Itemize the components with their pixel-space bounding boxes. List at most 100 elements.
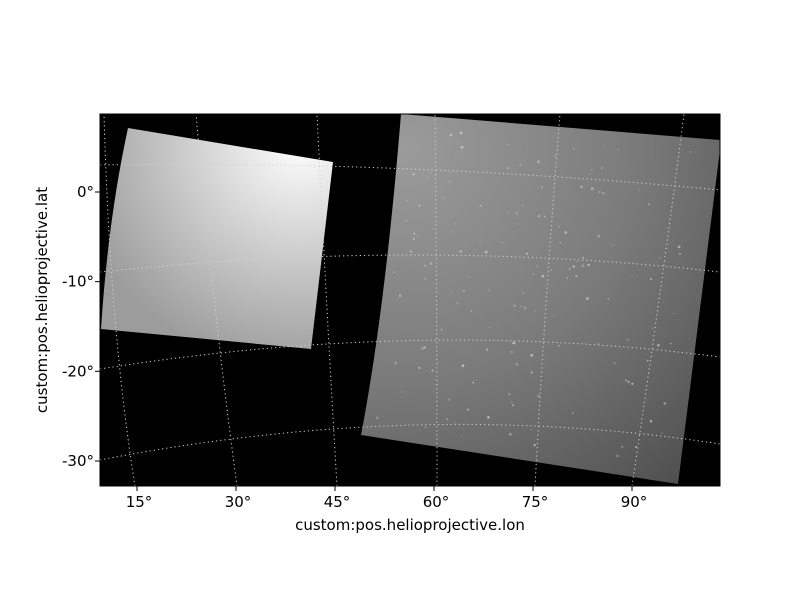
speckle [512, 341, 516, 345]
speckle [540, 186, 544, 189]
speckle [489, 326, 491, 329]
speckle [479, 240, 481, 242]
speckle [507, 143, 509, 146]
speckle [446, 418, 449, 421]
speckle [506, 166, 510, 170]
grid-line-lat-neg10 [100, 254, 720, 273]
speckle [515, 212, 518, 215]
speckle [638, 189, 640, 191]
x-axis: 15° 30° 45° 60° 75° 90° custom:pos.helioproje… [126, 486, 648, 534]
speckle [423, 346, 426, 349]
speckle [537, 160, 540, 164]
speckle [572, 412, 574, 414]
speckle [513, 304, 516, 307]
speckle [450, 290, 453, 293]
speckle [575, 275, 578, 278]
speckle [376, 416, 379, 420]
speckle [631, 275, 633, 277]
speckle [413, 232, 416, 235]
speckle [432, 227, 434, 230]
speckle [487, 416, 490, 419]
speckle [454, 422, 456, 424]
speckle [566, 277, 568, 279]
speckle [581, 264, 585, 268]
dim-image [361, 114, 720, 484]
speckle [647, 203, 650, 206]
speckle [424, 277, 427, 280]
y-tick-label: -20° [62, 362, 94, 380]
speckle [587, 263, 590, 267]
speckle [468, 276, 470, 278]
y-tick-label: -10° [62, 273, 94, 291]
speckle [449, 133, 453, 137]
speckle [534, 310, 536, 313]
speckle [460, 436, 462, 438]
speckle [530, 429, 533, 431]
y-tick-group: 0° -10° -20° -30° [62, 183, 100, 470]
speckle [510, 350, 513, 354]
speckle [523, 306, 527, 310]
speckle [418, 204, 421, 207]
speckle [442, 197, 445, 200]
x-tick-label: 45° [324, 493, 351, 511]
speckle [558, 225, 561, 228]
speckle [521, 204, 524, 207]
speckle [484, 250, 488, 254]
speckle [398, 294, 402, 298]
speckle [394, 361, 398, 365]
y-tick-label: -30° [62, 452, 94, 470]
speckle [657, 343, 660, 347]
speckle [660, 432, 663, 435]
speckle [649, 419, 653, 423]
speckle [663, 401, 667, 405]
y-axis-label: custom:pos.helioprojective.lat [33, 187, 51, 413]
x-tick-label: 60° [423, 493, 450, 511]
speckle [405, 219, 408, 222]
x-tick-group: 15° 30° 45° 60° 75° 90° [126, 486, 648, 511]
speckle [517, 223, 519, 225]
speckle [406, 200, 408, 202]
x-tick-label: 90° [621, 493, 648, 511]
speckle [541, 274, 545, 278]
speckle [612, 244, 614, 246]
speckle [673, 312, 675, 315]
speckle [448, 180, 451, 183]
speckle [617, 149, 620, 151]
speckle [625, 379, 628, 382]
speckle [401, 391, 403, 393]
speckle [508, 432, 512, 436]
x-tick-label: 75° [522, 493, 549, 511]
speckle [652, 327, 654, 329]
speckle [558, 344, 561, 347]
speckle [421, 347, 424, 350]
speckle [431, 369, 434, 372]
speckle [530, 353, 534, 357]
speckle [426, 177, 428, 179]
speckle [582, 256, 584, 259]
speckle [530, 371, 533, 374]
y-axis: 0° -10° -20° -30° custom:pos.helioprojectiv… [33, 183, 100, 470]
speckle [429, 262, 433, 265]
speckle [472, 381, 475, 384]
speckle [525, 252, 528, 255]
speckle [522, 292, 524, 294]
speckle [658, 257, 661, 259]
speckle [412, 237, 415, 240]
speckle [417, 366, 421, 370]
speckle [591, 169, 593, 171]
speckle [409, 250, 413, 253]
speckle [543, 215, 546, 218]
speckle [597, 343, 600, 345]
speckle [459, 142, 461, 144]
speckle [512, 404, 515, 407]
speckle [597, 234, 601, 238]
speckle [424, 426, 427, 429]
speckle [585, 297, 589, 300]
speckle [568, 268, 571, 270]
speckle [488, 289, 490, 292]
speckle [486, 348, 489, 351]
speckle [627, 380, 630, 384]
grid-line-lon-15 [103, 114, 136, 486]
speckle [508, 393, 511, 396]
